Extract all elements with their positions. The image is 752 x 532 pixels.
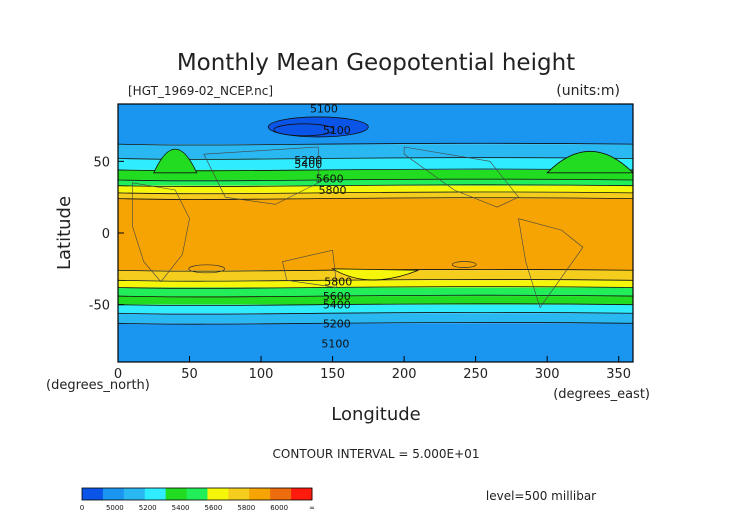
x-tick-label-250: 250 [463,367,488,382]
color-scale-bar: 0 5000 5200 5400 5600 5800 6000 ∞ [80,487,315,512]
colorbar-swatch-2 [123,488,146,500]
band-9 [118,280,633,288]
band-4 [118,179,633,186]
colorbar-label-2: 5200 [139,504,157,512]
band-10 [118,287,633,297]
x-axis-ticks: 0 50 100 150 200 250 300 350 [114,356,631,382]
colorbar-swatch-10 [291,488,313,500]
contour-line-3 [118,178,633,182]
colorbar-swatch-1 [102,488,125,500]
contour-label-4: 5600 [316,173,344,186]
contour-line-0 [118,142,633,146]
y-unit-label: (degrees_north) [46,378,150,393]
contour-label-3: 5400 [294,158,322,171]
x-tick-label-150: 150 [320,367,345,382]
eurasia-outline [203,146,319,205]
color-bands [118,104,633,362]
contour-label-1: 5100 [323,124,351,137]
subtropical-tongue [331,268,419,281]
colorbar-label-3: 5400 [172,504,190,512]
units-label: (units:m) [556,83,620,99]
contour-label-9: 5200 [323,317,351,330]
colorbar-swatch-8 [249,488,271,500]
colorbar-swatch-6 [207,488,229,500]
colorbar-label-7: ∞ [309,504,315,512]
band-12 [118,304,633,314]
x-tick-label-0: 0 [114,367,122,382]
y-tick-label--50: -50 [89,299,110,314]
y-axis-label: Latitude [54,196,75,270]
colorbar-swatch-7 [228,488,250,500]
colorbar-swatch-4 [165,488,188,500]
band-11 [118,296,633,305]
y-tick-label-0: 0 [102,227,110,242]
ridge-east [546,151,633,174]
band-1 [118,144,633,159]
colorbar-label-0: 0 [80,504,84,512]
ridge-west [153,148,198,174]
contour-label-0: 5100 [310,102,338,115]
x-tick-label-50: 50 [181,367,198,382]
contour-line-9 [118,286,633,289]
closed-contour-indian [188,264,226,274]
band-6 [118,192,633,199]
contour-label-6: 5800 [324,276,352,289]
polar-low-inner-contour [273,123,335,137]
north-america-outline [403,146,520,208]
contour-line-12 [118,312,633,315]
colorbar-label-5: 5800 [237,504,255,512]
plot-features [118,116,633,325]
band-3 [118,169,633,180]
contour-line-10 [118,294,633,298]
colorbar-label-4: 5600 [205,504,223,512]
x-tick-label-300: 300 [535,367,560,382]
y-tick-label-50: 50 [93,155,110,170]
chart-title: Monthly Mean Geopotential height [177,50,575,76]
closed-contour-pacific [451,261,477,268]
contour-label-2: 5200 [294,154,322,167]
contour-label-7: 5600 [323,290,351,303]
level-text: level=500 millibar [486,489,596,503]
colorbar-swatch-3 [144,488,167,500]
colorbar-swatch-9 [270,488,292,500]
contour-line-13 [118,322,633,325]
band-5 [118,185,633,193]
contour-labels: 5100510052005400560058005800560054005200… [294,102,352,350]
band-14 [118,323,633,362]
x-axis-label: Longitude [331,404,421,425]
contour-interval-text: CONTOUR INTERVAL = 5.000E+01 [273,447,480,461]
y-axis-ticks: -50 0 50 [89,155,124,314]
contour-line-6 [118,197,633,200]
colorbar-swatch-0 [82,488,104,500]
colorbar-frame [81,487,313,501]
colorbar-label-6: 6000 [270,504,288,512]
colorbar-swatch-5 [186,488,208,500]
polar-low-region [267,116,369,138]
contour-line-8 [118,279,633,282]
file-label: [HGT_1969-02_NCEP.nc] [128,84,273,98]
x-unit-label: (degrees_east) [553,387,650,402]
africa-outline [132,182,190,283]
contour-label-5: 5800 [319,184,347,197]
band-0 [118,104,633,145]
contour-label-10: 5100 [321,337,349,350]
contour-line-5 [118,191,633,195]
band-13 [118,313,633,324]
australia-outline [282,249,338,288]
south-america-outline [518,218,584,309]
contour-line-11 [118,303,633,306]
colorbar-label-1: 5000 [106,504,124,512]
x-tick-label-200: 200 [392,367,417,382]
x-tick-label-100: 100 [249,367,274,382]
contour-line-4 [118,184,633,187]
x-tick-label-350: 350 [606,367,631,382]
band-7 [118,198,633,271]
contour-label-8: 5400 [323,299,351,312]
band-2 [118,158,633,170]
